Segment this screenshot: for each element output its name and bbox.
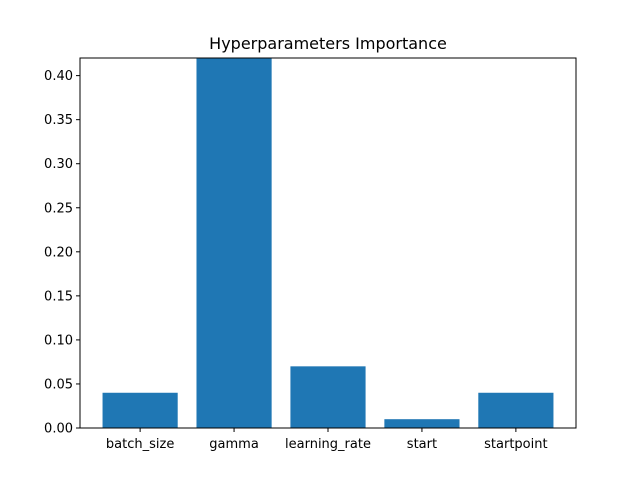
x-tick-label: startpoint bbox=[484, 437, 547, 452]
y-tick-label: 0.05 bbox=[44, 377, 73, 392]
y-tick-label: 0.40 bbox=[44, 69, 73, 84]
x-tick-label: start bbox=[407, 437, 437, 452]
bars-layer bbox=[102, 58, 554, 428]
y-tick-label: 0.35 bbox=[44, 113, 73, 128]
x-tick-label: batch_size bbox=[106, 437, 174, 452]
y-tick-label: 0.25 bbox=[44, 201, 73, 216]
x-tick-label: learning_rate bbox=[285, 437, 371, 452]
chart-title: Hyperparameters Importance bbox=[209, 34, 447, 53]
bar-learning_rate bbox=[290, 366, 366, 428]
bar-gamma bbox=[196, 58, 272, 428]
y-tick-label: 0.10 bbox=[44, 333, 73, 348]
y-tick-label: 0.20 bbox=[44, 245, 73, 260]
bar-batch_size bbox=[102, 392, 178, 428]
y-tick-label: 0.30 bbox=[44, 157, 73, 172]
x-tick-label: gamma bbox=[209, 437, 259, 452]
bar-startpoint bbox=[478, 392, 554, 428]
bar-start bbox=[384, 419, 460, 428]
x-axis: batch_size gamma learning_rate start startpo… bbox=[106, 428, 548, 452]
y-tick-label: 0.00 bbox=[44, 422, 73, 437]
y-tick-label: 0.15 bbox=[44, 289, 73, 304]
y-axis: 0.00 0.05 0.10 0.15 0.20 0.25 0.30 0.35 0.40 bbox=[44, 69, 80, 437]
